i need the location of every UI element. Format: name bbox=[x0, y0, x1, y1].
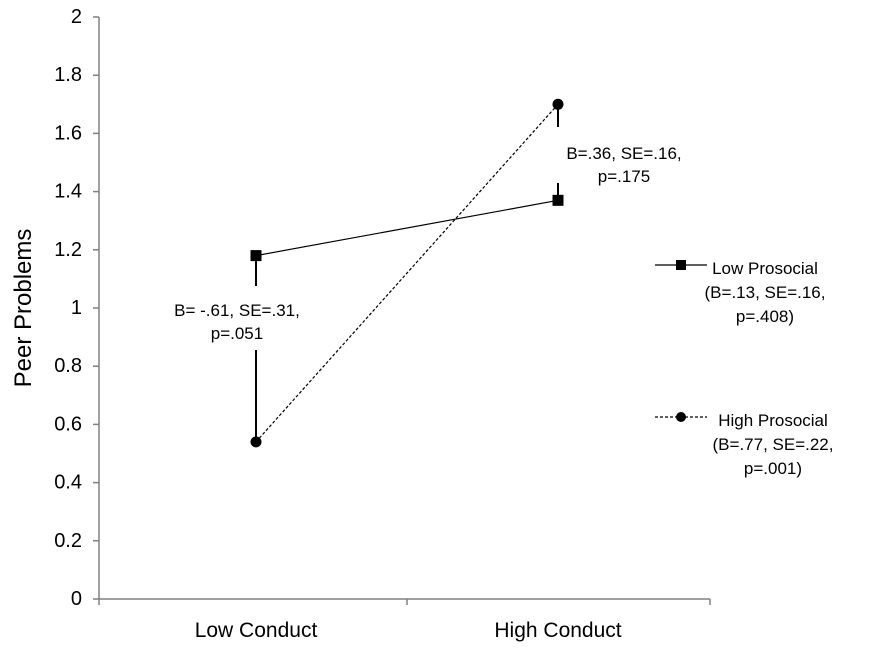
y-tick-label: 1 bbox=[71, 297, 82, 319]
y-tick-label: 1.6 bbox=[54, 122, 82, 144]
legend-label: p=.408) bbox=[736, 307, 794, 326]
annotation-text: B=.36, SE=.16, bbox=[566, 144, 681, 163]
y-tick-label: 0 bbox=[71, 588, 82, 610]
y-tick-label: 0.6 bbox=[54, 413, 82, 435]
chart-legend: Low Prosocial (B=.13, SE=.16, p=.408) High … bbox=[655, 259, 833, 478]
series-line bbox=[255, 103, 559, 443]
annotation-text: p=.175 bbox=[598, 167, 650, 186]
y-tick-label: 0.4 bbox=[54, 472, 82, 494]
annotation-text: B= -.61, SE=.31, bbox=[174, 301, 300, 320]
y-tick-label: 2 bbox=[71, 6, 82, 28]
y-tick-label: 1.2 bbox=[54, 239, 82, 261]
legend-label: (B=.77, SE=.22, bbox=[713, 435, 834, 454]
x-category-label: High Conduct bbox=[494, 619, 621, 642]
chart-axes: 0 0.2 0.4 0.6 0.8 1 1.2 1.4 1.6 1.8 2 Low Conduct Hi… bbox=[10, 6, 711, 642]
y-tick-label: 0.2 bbox=[54, 530, 82, 552]
y-tick-label: 1.8 bbox=[54, 64, 82, 86]
legend-label: (B=.13, SE=.16, bbox=[705, 283, 826, 302]
annotation-text: p=.051 bbox=[211, 324, 263, 343]
legend-label: Low Prosocial bbox=[712, 259, 818, 278]
y-tick-label: 0.8 bbox=[54, 355, 82, 377]
y-tick-label: 1.4 bbox=[54, 181, 82, 203]
chart-annotations: B= -.61, SE=.31, p=.051 B=.36, SE=.16, p=.1… bbox=[174, 104, 682, 442]
legend-swatch-circle bbox=[676, 412, 686, 422]
legend-label: High Prosocial bbox=[718, 411, 828, 430]
y-axis-title: Peer Problems bbox=[10, 229, 37, 388]
x-category-label: Low Conduct bbox=[195, 619, 318, 642]
legend-swatch-square bbox=[676, 260, 686, 270]
series-line bbox=[255, 199, 559, 257]
chart-marks bbox=[250, 98, 564, 448]
legend-label: p=.001) bbox=[744, 459, 802, 478]
